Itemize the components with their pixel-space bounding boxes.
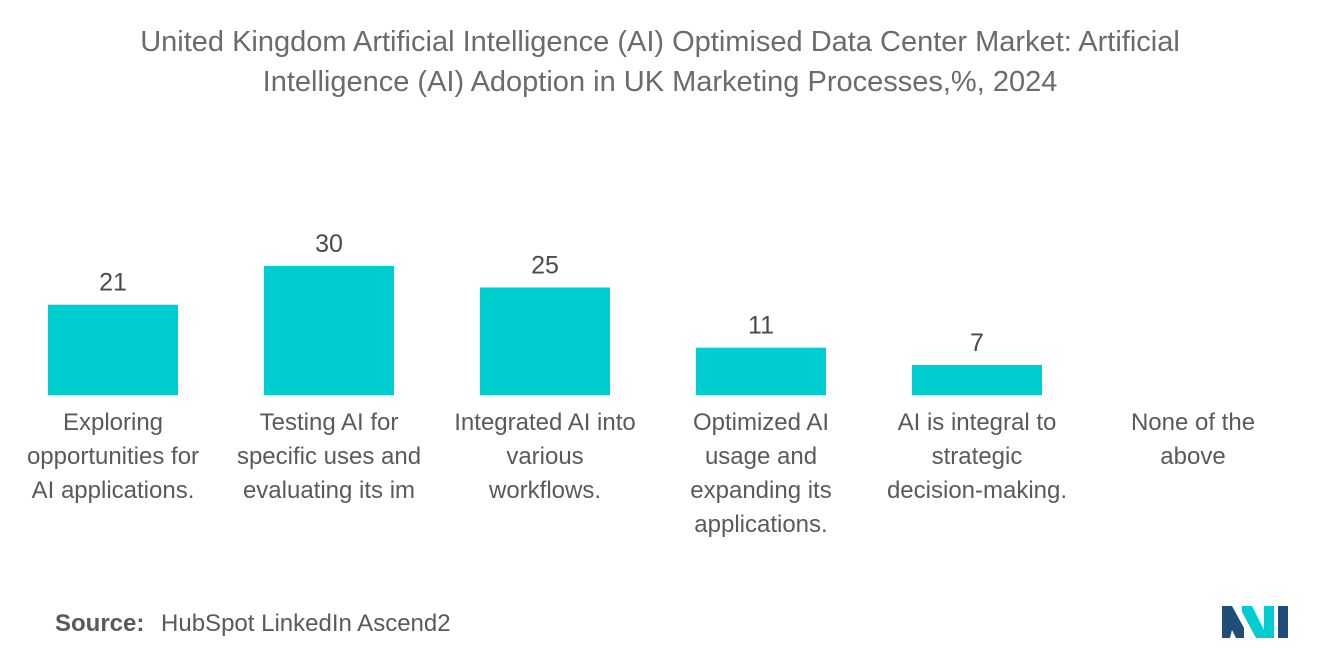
category-label-4-line-1: Optimized AI [693, 409, 829, 436]
category-label-6-line-2: above [1160, 443, 1225, 470]
category-label-2-line-3: evaluating its im [243, 477, 415, 504]
category-label-2-line-2: specific uses and [237, 443, 421, 470]
bar-2 [264, 266, 394, 395]
bar-3 [480, 287, 610, 395]
data-label-2: 30 [315, 230, 343, 258]
source-label: Source: [55, 610, 145, 637]
category-label-4-line-4: applications. [694, 511, 827, 538]
category-label-3-line-3: workflows. [488, 477, 601, 504]
category-label-5-line-3: decision-making. [887, 477, 1067, 504]
category-label-1-line-2: opportunities for [27, 443, 199, 470]
bar-chart: 21 Exploring opportunities for AI applicati… [27, 230, 1255, 538]
category-label-5-line-2: strategic [932, 443, 1023, 470]
bar-1 [48, 304, 178, 395]
category-label-3-line-1: Integrated AI into [454, 409, 635, 436]
category-label-4: Optimized AI usage and expanding its applic… [690, 409, 831, 538]
source-text: HubSpot LinkedIn Ascend2 [161, 610, 451, 637]
bar-5 [912, 364, 1042, 395]
category-label-4-line-2: usage and [705, 443, 817, 470]
category-label-2: Testing AI for specific uses and evaluatin… [237, 409, 421, 504]
data-label-3: 25 [531, 252, 559, 280]
category-label-2-line-1: Testing AI for [260, 409, 399, 436]
category-label-3: Integrated AI into various workflows. [454, 409, 635, 504]
chart-title-line-2: Intelligence (AI) Adoption in UK Marketi… [262, 66, 1058, 98]
category-label-4-line-3: expanding its [690, 477, 831, 504]
data-label-1: 21 [99, 269, 127, 297]
brand-logo-icon [1222, 606, 1288, 638]
category-label-1-line-1: Exploring [63, 409, 163, 436]
chart-title: United Kingdom Artificial Intelligence (… [40, 22, 1280, 102]
category-label-6: None of the above [1131, 409, 1255, 470]
category-label-5: AI is integral to strategic decision-makin… [887, 409, 1067, 504]
category-label-1-line-3: AI applications. [32, 477, 195, 504]
source-note: Source: HubSpot LinkedIn Ascend2 [55, 610, 451, 638]
category-label-3-line-2: various [506, 443, 583, 470]
chart-title-line-1: United Kingdom Artificial Intelligence (… [140, 26, 1180, 58]
data-label-5: 7 [970, 329, 984, 357]
category-label-1: Exploring opportunities for AI application… [27, 409, 199, 504]
category-label-6-line-1: None of the [1131, 409, 1255, 436]
category-label-5-line-1: AI is integral to [898, 409, 1057, 436]
bar-4 [696, 347, 826, 395]
data-label-4: 11 [748, 312, 774, 340]
